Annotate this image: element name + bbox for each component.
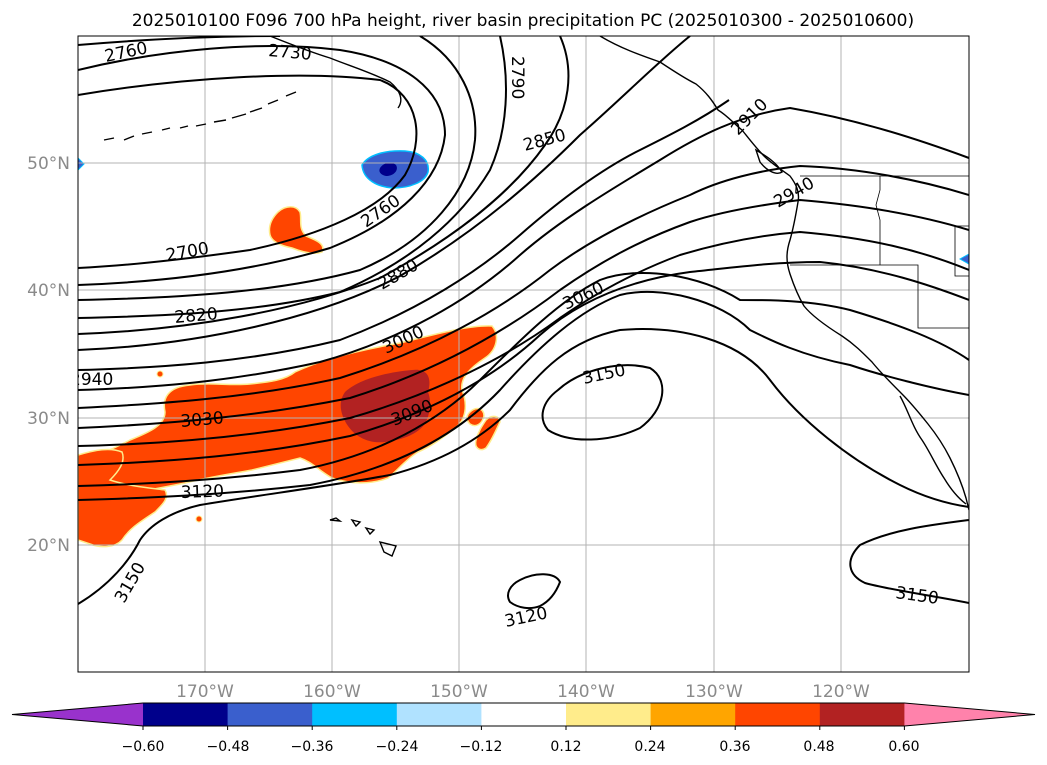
baja-california [899,395,967,505]
lon-label: 140°W [557,682,615,702]
height-contours [78,36,969,610]
colorbar-segment [312,703,398,726]
colorbar-segment [819,703,905,726]
lon-label: 130°W [685,682,743,702]
colorbar-tick-label: 0.24 [634,739,665,755]
map-area [78,36,969,672]
colorbar-tick-label: −0.36 [291,739,334,755]
map-title: 2025010100 F096 700 hPa height, river ba… [132,11,914,31]
colorbar-segment [227,703,313,726]
colorbar-tick-label: 0.12 [550,739,581,755]
colorbar-segment [143,703,229,726]
colorbar-tick-label: −0.12 [460,739,503,755]
contour-label: 2940 [70,370,113,390]
colorbar-tick-label: 0.48 [803,739,834,755]
map-frame [77,35,970,673]
latitude-labels: 50°N 40°N 30°N 20°N [27,154,70,556]
colorbar-tick-label: −0.48 [207,739,250,755]
colorbar-extend-low [12,703,143,726]
lat-label: 30°N [27,409,70,429]
colorbar-segment [735,703,821,726]
colorbar-segment [481,703,567,726]
contour-label: 2820 [174,304,219,328]
colorbar-ticks: −0.60 −0.48 −0.36 −0.24 −0.12 0.12 0.24 … [122,739,920,755]
positive-area-dot-2 [156,370,164,378]
coastlines [103,36,969,557]
colorbar-segment [650,703,736,726]
colorbar [11,702,1036,730]
vancouver-island [754,148,783,174]
contour-label: 2730 [268,41,313,65]
lat-label: 50°N [27,154,70,174]
lat-label: 40°N [27,281,70,301]
colorbar-tick-label: 0.60 [888,739,919,755]
hawaiian-islands [329,517,397,557]
colorbar-tick-label: −0.24 [376,739,419,755]
negative-area-core [379,162,397,176]
colorbar-segment [396,703,482,726]
lat-label: 20°N [27,536,70,556]
lon-label: 160°W [303,682,361,702]
negative-area-east-edge [958,253,969,265]
map-content: 2760 2730 2790 2910 2850 2940 2760 2700 … [70,36,969,672]
north-america-coast [599,36,969,511]
lon-label: 150°W [430,682,488,702]
colorbar-tick-label: −0.60 [122,739,165,755]
contour-label: 2790 [507,56,527,99]
alaska-coast [269,36,402,109]
longitude-labels: 170°W 160°W 150°W 140°W 130°W 120°W [176,682,870,702]
colorbar-tick-label: 0.36 [719,739,750,755]
aleutian-islands [103,91,297,141]
positive-area-dot-1 [195,515,203,523]
lon-label: 170°W [176,682,234,702]
colorbar-extend-high [904,703,1035,726]
colorbar-segment [566,703,652,726]
negative-area-west-edge [78,157,85,171]
contour-label: 3030 [180,408,225,432]
lon-label: 120°W [812,682,870,702]
contour-label: 3120 [180,481,224,502]
